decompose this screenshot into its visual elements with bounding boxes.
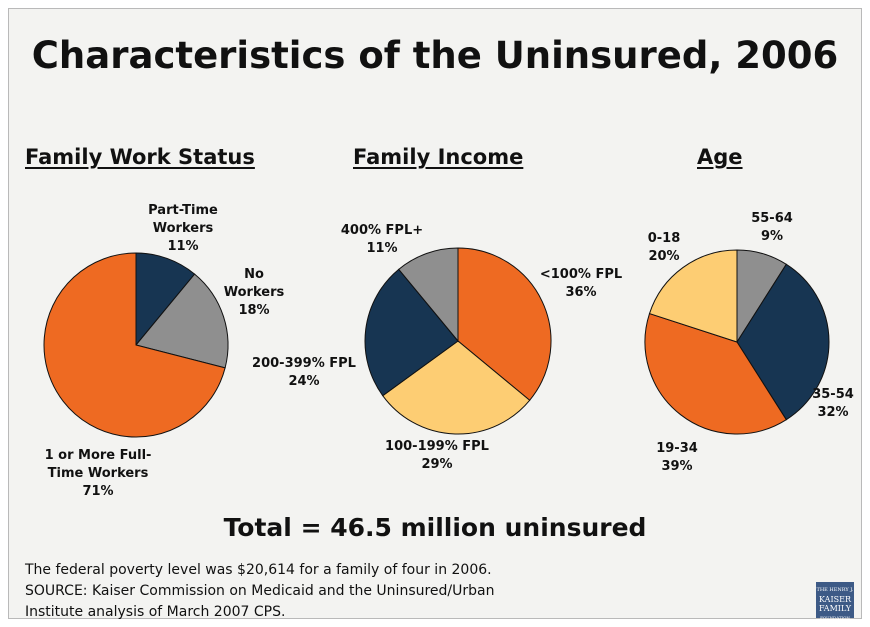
footnote-source-cont: Institute analysis of March 2007 CPS. — [25, 604, 286, 620]
slice-label-55-64: 55-64 9% — [751, 211, 793, 244]
kaiser-family-foundation-logo: THE HENRY J. KAISER FAMILY FOUNDATION — [816, 582, 854, 620]
footnote-fpl: The federal poverty level was $20,614 fo… — [25, 562, 492, 578]
logo-line-4: FOUNDATION — [820, 615, 850, 620]
total-uninsured: Total = 46.5 million uninsured — [223, 513, 647, 542]
slice-label-100-199: 100-199% FPL 29% — [385, 439, 489, 472]
logo-line-1: THE HENRY J. — [816, 587, 854, 593]
slice-label-no-workers: No Workers 18% — [223, 267, 285, 318]
slice-label-0-18: 0-18 20% — [647, 231, 681, 264]
footnote-source: SOURCE: Kaiser Commission on Medicaid an… — [25, 583, 495, 599]
slide-title: Characteristics of the Uninsured, 2006 — [31, 34, 839, 77]
slice-label-19-34: 19-34 39% — [656, 441, 698, 474]
slice-label-400-plus: 400% FPL+ 11% — [340, 223, 424, 256]
slice-label-200-399: 200-399% FPL 24% — [252, 356, 356, 389]
slice-label-part-time: Part-Time Workers 11% — [148, 203, 218, 254]
slice-label-under-100: <100% FPL 36% — [539, 267, 623, 300]
slice-label-full-time: 1 or More Full- Time Workers 71% — [44, 448, 152, 499]
chart-title-work-status: Family Work Status — [25, 145, 255, 169]
chart-title-age: Age — [697, 145, 743, 169]
chart-title-income: Family Income — [353, 145, 524, 169]
logo-line-2: KAISER — [819, 595, 851, 604]
logo-line-3: FAMILY — [818, 604, 852, 613]
slice-label-35-54: 35-54 32% — [812, 387, 854, 420]
